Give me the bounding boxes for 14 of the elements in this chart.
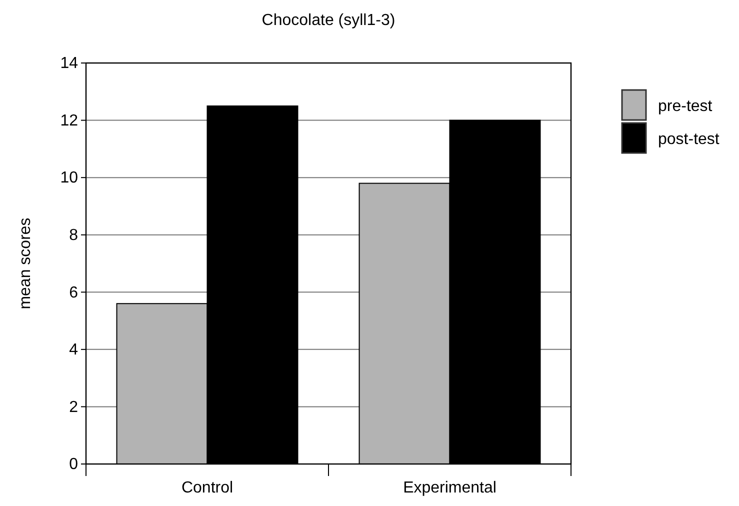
- x-tick-label: Control: [181, 480, 234, 497]
- x-tick-label: Experimental: [403, 480, 496, 497]
- y-axis-title: mean scores: [17, 218, 34, 310]
- y-tick-label: 4: [69, 342, 78, 359]
- y-tick-label: 8: [69, 226, 78, 244]
- y-tick-label: 2: [69, 398, 78, 416]
- y-tick-label: 12: [60, 112, 78, 130]
- chart-title: Chocolate (syll1-3): [262, 12, 396, 29]
- y-tick-label: 14: [60, 55, 78, 72]
- y-tick-label: 10: [60, 170, 78, 187]
- legend-label: pre-test: [658, 98, 713, 115]
- y-tick-label: 0: [69, 456, 78, 474]
- legend-label: post-test: [658, 131, 720, 148]
- y-tick-label: 6: [69, 284, 78, 302]
